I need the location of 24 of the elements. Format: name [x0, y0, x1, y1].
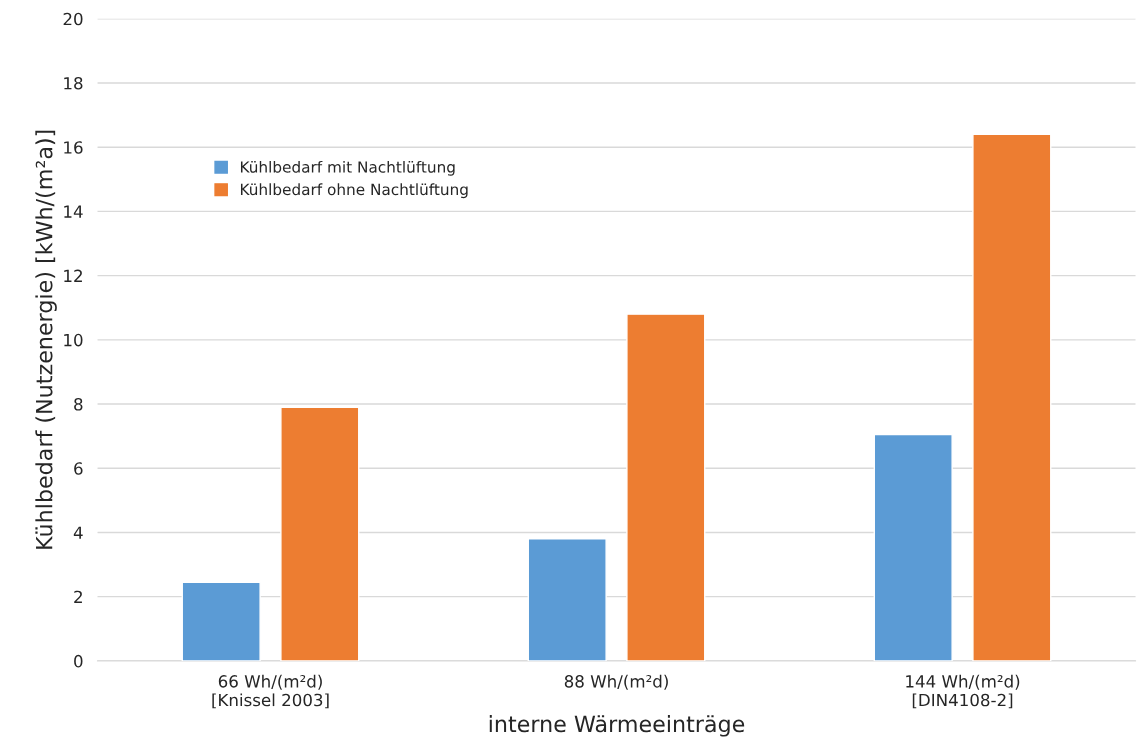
y-tick-label: 6 — [74, 462, 83, 475]
x-tick-label: 66 Wh/(m²d) [Knissel 2003] — [212, 674, 329, 709]
bar — [972, 133, 1052, 661]
legend-label: Kühlbedarf ohne Nachtlüftung — [240, 183, 468, 199]
y-tick-label: 0 — [74, 654, 83, 668]
y-tick-label: 14 — [64, 205, 83, 218]
x-tick-label: 88 Wh/(m²d) — [564, 674, 668, 690]
y-tick-label: 8 — [74, 398, 83, 411]
bar — [181, 581, 261, 661]
y-tick-label: 2 — [74, 590, 82, 603]
x-tick-label: 144 Wh/(m²d) [DIN4108-2] — [906, 674, 1020, 709]
bar — [527, 538, 607, 661]
y-tick-label: 18 — [64, 76, 83, 90]
y-tick-label: 12 — [64, 269, 82, 282]
y-tick-label: 16 — [64, 141, 83, 154]
legend-label: Kühlbedarf mit Nachtlüftung — [240, 160, 455, 176]
bar — [626, 313, 706, 661]
y-tick-label: 20 — [63, 12, 83, 26]
y-tick-label: 4 — [73, 526, 83, 539]
y-tick-label: 10 — [64, 333, 83, 347]
y-axis-title: Kühlbedarf (Nutzenergie) [kWh/(m²a)] — [35, 130, 57, 549]
bar — [280, 406, 360, 661]
x-axis-title: interne Wärmeeinträge — [489, 715, 745, 737]
bar — [873, 433, 953, 661]
